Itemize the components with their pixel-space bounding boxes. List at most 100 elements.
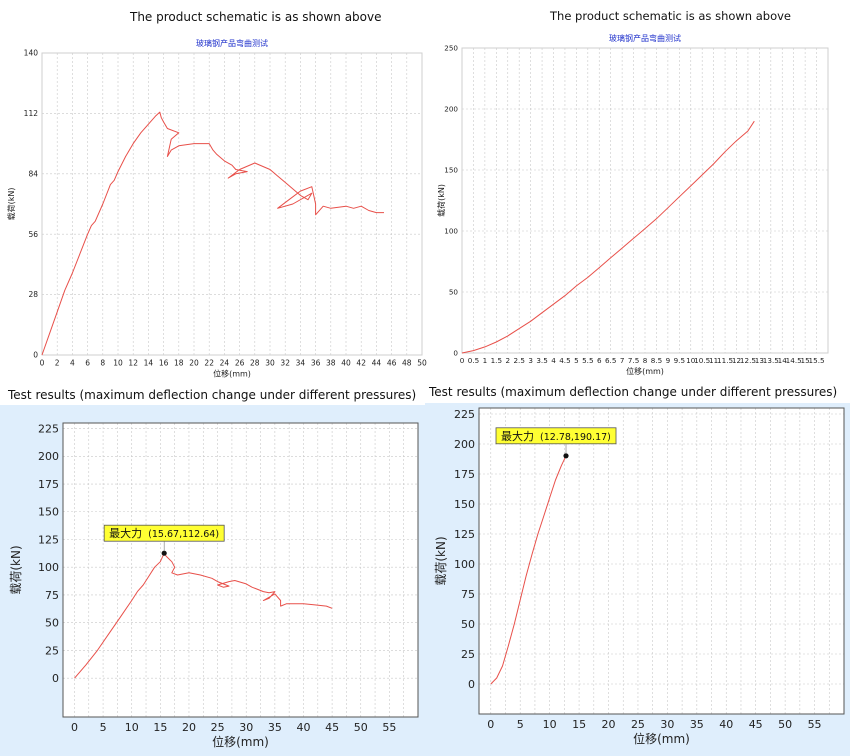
c1-x-tick-label: 11 <box>709 356 718 365</box>
c2-y-tick-label: 175 <box>38 478 59 491</box>
c0-y-tick-label: 56 <box>28 230 38 239</box>
c3-y-tick-label: 0 <box>468 678 475 691</box>
c2-x-tick-label: 40 <box>296 721 310 734</box>
c0-x-tick-label: 4 <box>70 359 75 368</box>
c3-x-tick-label: 5 <box>517 718 524 731</box>
c0-x-tick-label: 12 <box>128 359 138 368</box>
c2-y-tick-label: 125 <box>38 533 59 546</box>
c3-frame <box>478 407 845 715</box>
c0-x-tick-label: 22 <box>204 359 214 368</box>
c1-x-tick-label: 3.5 <box>536 356 547 365</box>
c1-x-tick-label: 1 <box>483 356 488 365</box>
c2-y-tick-label: 75 <box>45 589 59 602</box>
c2-x-tick-label: 25 <box>211 721 225 734</box>
c2-series-line <box>74 552 333 679</box>
c2-y-tick-label: 100 <box>38 561 59 574</box>
c1-x-tick-label: 13 <box>755 356 764 365</box>
c2-annotation-tag: 最大力 (15.67,112.64) <box>103 524 225 542</box>
c1-x-tick-label: 5 <box>574 356 579 365</box>
c3-y-tick-label: 50 <box>461 618 475 631</box>
c1-x-tick-label: 4 <box>551 356 556 365</box>
c1-x-tick-label: 6 <box>597 356 602 365</box>
c1-x-axis-label: 位移(mm) <box>626 366 664 376</box>
c0-y-tick-label: 28 <box>28 290 38 299</box>
c1-x-tick-label: 2.5 <box>513 356 524 365</box>
c2-x-tick-label: 20 <box>182 721 196 734</box>
c2-y-tick-label: 25 <box>45 644 59 657</box>
c1-x-tick-label: 13.5 <box>763 356 779 365</box>
c1-x-tick-label: 12.5 <box>740 356 756 365</box>
c1-x-tick-label: 10 <box>686 356 696 365</box>
c0-x-tick-label: 32 <box>280 359 290 368</box>
caption-top-right: The product schematic is as shown above <box>550 9 792 23</box>
c2-x-tick-label: 0 <box>71 721 78 734</box>
c0-x-tick-label: 28 <box>250 359 260 368</box>
c1-x-tick-label: 6.5 <box>605 356 616 365</box>
c3-x-tick-label: 35 <box>690 718 704 731</box>
c1-x-tick-label: 10.5 <box>694 356 710 365</box>
c1-x-tick-label: 2 <box>505 356 510 365</box>
c0-series-line <box>41 111 384 356</box>
c1-y-tick-label: 200 <box>444 105 458 114</box>
c2-x-tick-label: 55 <box>382 721 396 734</box>
c0-y-tick-label: 140 <box>24 49 39 58</box>
c2-x-axis-label: 位移(mm) <box>212 734 269 749</box>
c2-plot-area <box>63 423 418 717</box>
c1-y-tick-label: 0 <box>453 349 458 358</box>
c0-x-tick-label: 0 <box>40 359 45 368</box>
c2-y-tick-label: 200 <box>38 450 59 463</box>
c0-x-tick-label: 26 <box>235 359 245 368</box>
c1-x-tick-label: 8 <box>643 356 648 365</box>
c3-x-tick-label: 10 <box>543 718 557 731</box>
c0-x-tick-label: 18 <box>174 359 184 368</box>
c1-x-tick-label: 5.5 <box>582 356 593 365</box>
c1-x-tick-label: 7 <box>620 356 625 365</box>
caption-bottom-left: Test results (maximum deflection change … <box>8 388 417 402</box>
c3-x-tick-label: 30 <box>660 718 674 731</box>
c1-x-tick-label: 1.5 <box>491 356 502 365</box>
chart-top-right: 0 0.5 1 1.5 2 2.5 3 3.5 4 4.5 5 5.5 6 6.5 7 7.5 8 8.5 9 9.5… <box>430 30 850 380</box>
c1-x-tick-label: 7.5 <box>628 356 639 365</box>
c3-y-tick-label: 75 <box>461 588 475 601</box>
c3-y-axis-label: 载荷(kN) <box>434 536 448 585</box>
c1-y-tick-label: 50 <box>449 288 459 297</box>
c3-plot-area <box>479 408 844 714</box>
c1-y-tick-label: 100 <box>444 227 458 236</box>
c3-annotation-tag: 最大力 (12.78,190.17) <box>495 427 617 445</box>
c0-x-tick-label: 14 <box>144 359 154 368</box>
c1-x-tick-label: 11.5 <box>717 356 733 365</box>
c1-x-tick-label: 9 <box>666 356 671 365</box>
c3-x-axis-label: 位移(mm) <box>633 731 690 746</box>
c3-x-tick-label: 15 <box>572 718 586 731</box>
chart-bottom-right: 0 5 10 15 20 25 30 35 40 45 50 55 0 25 50 75 100 125 150 17… <box>425 403 850 756</box>
c3-y-tick-label: 200 <box>454 438 475 451</box>
c1-x-tick-label: 8.5 <box>651 356 662 365</box>
c0-x-tick-label: 30 <box>265 359 275 368</box>
chart-bottom-left: 0 5 10 15 20 25 30 35 40 45 50 55 0 25 50 75 100 125 150 17… <box>0 405 425 756</box>
c2-x-tick-label: 10 <box>125 721 139 734</box>
c2-y-tick-label: 225 <box>38 422 59 435</box>
c0-x-tick-label: 38 <box>326 359 336 368</box>
c3-x-tick-label: 0 <box>487 718 494 731</box>
c0-y-tick-label: 112 <box>24 109 39 118</box>
c0-y-axis-label: 载荷(kN) <box>6 188 16 221</box>
c1-chart-title: 玻璃钢产品弯曲测试 <box>609 33 681 43</box>
c1-x-tick-label: 14.5 <box>786 356 802 365</box>
c0-x-tick-label: 10 <box>113 359 123 368</box>
c2-max-point <box>161 550 167 556</box>
c0-x-tick-label: 42 <box>356 359 366 368</box>
c2-x-tick-label: 15 <box>153 721 167 734</box>
c0-x-tick-label: 6 <box>85 359 90 368</box>
c2-x-tick-label: 5 <box>100 721 107 734</box>
c3-y-tick-label: 25 <box>461 648 475 661</box>
c0-x-tick-label: 50 <box>417 359 427 368</box>
c1-x-tick-label: 4.5 <box>559 356 570 365</box>
c3-annotation-value: (12.78,190.17) <box>540 432 611 443</box>
c2-x-tick-label: 35 <box>268 721 282 734</box>
c3-x-tick-label: 45 <box>749 718 763 731</box>
c1-x-tick-label: 15.5 <box>809 356 825 365</box>
c3-y-tick-label: 100 <box>454 558 475 571</box>
c1-x-tick-label: 15 <box>801 356 810 365</box>
c1-series-line <box>461 120 755 354</box>
c2-annotation-label: 最大力 <box>109 526 142 540</box>
